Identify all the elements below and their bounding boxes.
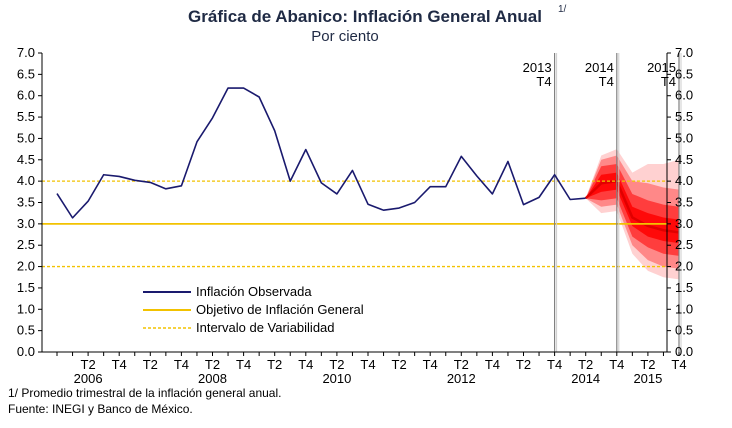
x-tick-label: T4 [236,357,251,372]
x-year-label: 2015 [633,371,662,386]
separator-year-label: 2013 [523,60,552,75]
y-tick-label-left: 5.5 [17,109,35,124]
x-tick-label: T2 [454,357,469,372]
legend-label-observed: Inflación Observada [196,284,312,299]
y-tick-label-right: 0.0 [675,344,693,359]
observed-line [56,87,586,219]
legend: Inflación Observada Objetivo de Inflació… [143,284,364,335]
y-tick-label-right: 5.0 [675,130,693,145]
y-tick-label-right: 3.0 [675,216,693,231]
legend-label-target: Objetivo de Inflación General [196,302,364,317]
y-tick-label-left: 0.0 [17,344,35,359]
y-tick-label-right: 6.5 [675,66,693,81]
y-tick-label-left: 4.5 [17,152,35,167]
y-tick-label-left: 2.0 [17,259,35,274]
separator-year-label: 2015 [647,60,676,75]
x-year-label: 2010 [322,371,351,386]
y-tick-label-left: 6.5 [17,66,35,81]
y-tick-label-right: 1.0 [675,301,693,316]
y-tick-label-left: 5.0 [17,130,35,145]
y-tick-label-right: 2.0 [675,259,693,274]
y-tick-label-left: 7.0 [17,45,35,60]
x-tick-label: T2 [578,357,593,372]
y-tick-label-right: 4.5 [675,152,693,167]
x-tick-label: T2 [267,357,282,372]
x-tick-label: T2 [392,357,407,372]
x-tick-label: T2 [205,357,220,372]
y-tick-label-left: 3.5 [17,195,35,210]
x-axis-labels: T2 T4 T2 T4 T2 T4 T2 T4 T2 T4 T2 T4 T2 T4 T2 T4 T2 T4 T2 T4… [74,357,687,386]
x-year-label: 2012 [447,371,476,386]
fan-bands [584,149,680,280]
y-axis-left-labels: 0.0 0.5 1.0 1.5 2.0 2.5 3.0 3.5 4.0 4.5 5.0 5.5 6.0 6… [17,45,35,359]
x-tick-label: T4 [671,357,686,372]
y-axis-right-labels: 0.0 0.5 1.0 1.5 2.0 2.5 3.0 3.5 4.0 4.5 5.0 5.5 6.0 6… [675,45,693,359]
x-tick-label: T4 [547,357,562,372]
footnote-2: Fuente: INEGI y Banco de México. [8,402,193,416]
fan-central-line [584,179,680,234]
fan-band-1 [585,172,679,244]
y-tick-label-left: 0.5 [17,323,35,338]
reference-lines [42,180,667,268]
legend-label-interval: Intervalo de Variabilidad [196,320,335,335]
x-tick-label: T4 [298,357,313,372]
chart-subtitle: Por ciento [311,28,379,45]
axes [38,52,680,356]
x-tick-label: T2 [143,357,158,372]
y-tick-label-left: 3.0 [17,216,35,231]
separator-quarter-label: T4 [536,74,551,89]
separator-lines [553,53,682,352]
separator-quarter-label: T4 [661,74,676,89]
y-tick-label-left: 4.0 [17,173,35,188]
separator-year-label: 2014 [585,60,614,75]
x-tick-label: T2 [81,357,96,372]
footnote-1: 1/ Promedio trimestral de la inflación g… [8,386,281,400]
x-tick-label: T4 [609,357,624,372]
y-tick-label-right: 4.0 [675,173,693,188]
y-tick-label-right: 6.0 [675,88,693,103]
y-tick-label-left: 2.5 [17,237,35,252]
x-tick-label: T4 [485,357,500,372]
x-tick-label: T4 [423,357,438,372]
separator-quarter-label: T4 [599,74,614,89]
y-tick-label-right: 0.5 [675,323,693,338]
x-tick-label: T4 [112,357,127,372]
title-note: 1/ [558,4,567,15]
y-tick-label-left: 1.0 [17,301,35,316]
y-tick-label-right: 1.5 [675,280,693,295]
x-tick-label: T4 [360,357,375,372]
observed-series [56,87,586,219]
x-year-label: 2008 [198,371,227,386]
y-tick-label-right: 7.0 [675,45,693,60]
x-tick-label: T2 [516,357,531,372]
chart-title: Gráfica de Abanico: Inflación General An… [188,7,542,26]
x-tick-label: T4 [174,357,189,372]
y-tick-label-right: 3.5 [675,195,693,210]
x-year-label: 2006 [74,371,103,386]
x-tick-label: T2 [329,357,344,372]
x-year-label: 2014 [571,371,600,386]
y-tick-label-right: 2.5 [675,237,693,252]
y-tick-label-left: 6.0 [17,88,35,103]
y-tick-label-left: 1.5 [17,280,35,295]
x-tick-label: T2 [640,357,655,372]
y-tick-label-right: 5.5 [675,109,693,124]
